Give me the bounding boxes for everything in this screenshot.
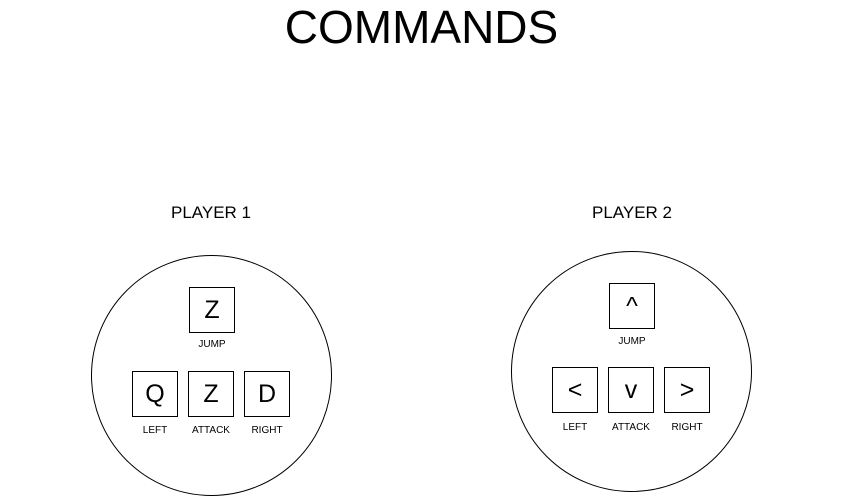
player-2-right-key: > <box>664 367 710 413</box>
player-1-right-label: RIGHT <box>251 425 283 436</box>
player-2-attack-key: v <box>608 367 654 413</box>
player-1-jump-label: JUMP <box>198 339 226 350</box>
player-2-attack-label: ATTACK <box>612 422 650 433</box>
player-2-label: PLAYER 2 <box>591 203 672 222</box>
player-1-right-key: D <box>244 371 290 417</box>
player-2-controls-circle <box>511 251 752 492</box>
player-2-jump-label: JUMP <box>618 336 646 347</box>
player-1-label: PLAYER 1 <box>170 203 251 222</box>
player-2-right-label: RIGHT <box>671 422 703 433</box>
player-2-left-key: < <box>552 367 598 413</box>
player-1-jump-key: Z <box>189 287 235 333</box>
player-1-attack-key: Z <box>188 371 234 417</box>
player-2-left-label: LEFT <box>562 422 588 433</box>
player-1-attack-label: ATTACK <box>192 425 230 436</box>
player-2-jump-key: ^ <box>609 283 655 329</box>
player-1-left-key: Q <box>132 371 178 417</box>
page-title: COMMANDS <box>284 1 559 53</box>
player-1-left-label: LEFT <box>142 425 168 436</box>
